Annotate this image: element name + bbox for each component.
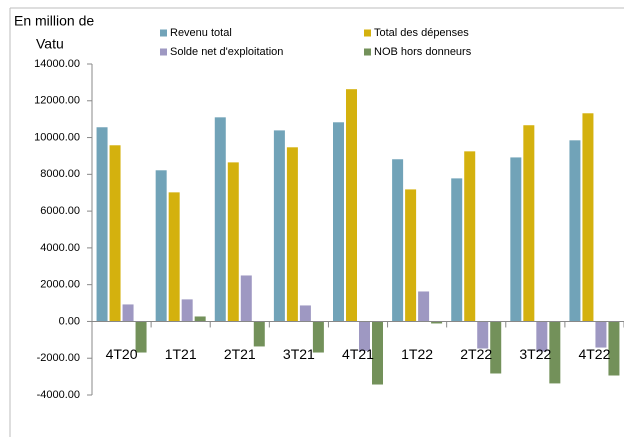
bar <box>312 321 324 353</box>
y-tick-label: 4000.00 <box>40 242 80 254</box>
bar <box>372 321 383 385</box>
bar <box>431 321 443 324</box>
x-tick-label: 2T21 <box>224 346 256 362</box>
y-tick-label: 14000.00 <box>34 58 80 70</box>
x-tick-label: 4T22 <box>578 346 610 362</box>
legend-label: Solde net d'exploitation <box>170 46 283 58</box>
bar <box>96 127 108 322</box>
bar <box>595 321 607 348</box>
bar <box>582 113 594 322</box>
legend-label: Revenu total <box>170 27 232 39</box>
bar <box>333 122 344 322</box>
bar <box>346 89 357 322</box>
y-tick-label: 12000.00 <box>34 95 80 107</box>
bar <box>477 321 489 349</box>
bar <box>549 321 561 384</box>
bar <box>227 162 239 322</box>
bar <box>464 151 476 322</box>
bar <box>299 305 311 322</box>
bar <box>569 140 581 322</box>
y-tick-label: 0.00 <box>59 315 80 327</box>
bar <box>392 159 404 322</box>
bar <box>490 321 502 374</box>
y-tick-label: 2000.00 <box>40 279 80 291</box>
bar <box>181 299 193 322</box>
bar <box>240 275 252 322</box>
bar <box>155 170 167 322</box>
x-tick-label: 4T21 <box>342 346 374 362</box>
bar <box>359 321 370 351</box>
y-tick-label: -2000.00 <box>37 352 80 364</box>
bar <box>194 316 206 322</box>
x-tick-label: 1T22 <box>401 346 433 362</box>
bar <box>109 145 121 322</box>
x-tick-label: 2T22 <box>460 346 492 362</box>
bar <box>536 321 548 352</box>
bar <box>405 189 417 322</box>
y-tick-label: -4000.00 <box>37 389 80 401</box>
bar <box>451 178 463 322</box>
bar <box>253 321 265 347</box>
x-tick-label: 4T20 <box>106 346 138 362</box>
x-tick-label: 3T21 <box>283 346 315 362</box>
y-axis-label: Vatu <box>36 36 64 52</box>
bar <box>418 291 430 322</box>
legend-swatch <box>364 29 371 37</box>
bar <box>286 147 298 322</box>
bar <box>168 192 180 322</box>
y-tick-label: 8000.00 <box>40 168 80 180</box>
legend-label: Total des dépenses <box>374 27 469 39</box>
y-tick-label: 10000.00 <box>34 131 80 143</box>
bar <box>273 130 285 322</box>
legend-swatch <box>160 29 167 37</box>
bar <box>523 125 535 322</box>
legend-swatch <box>160 48 167 56</box>
bar <box>122 304 134 322</box>
x-tick-label: 1T21 <box>165 346 197 362</box>
bar <box>135 321 147 353</box>
legend-label: NOB hors donneurs <box>374 46 472 58</box>
legend-swatch <box>364 48 371 56</box>
y-axis-label: En million de <box>14 13 94 29</box>
bar <box>510 157 522 322</box>
bar <box>214 117 226 322</box>
y-tick-label: 6000.00 <box>40 205 80 217</box>
x-tick-label: 3T22 <box>519 346 551 362</box>
bar <box>608 321 620 376</box>
